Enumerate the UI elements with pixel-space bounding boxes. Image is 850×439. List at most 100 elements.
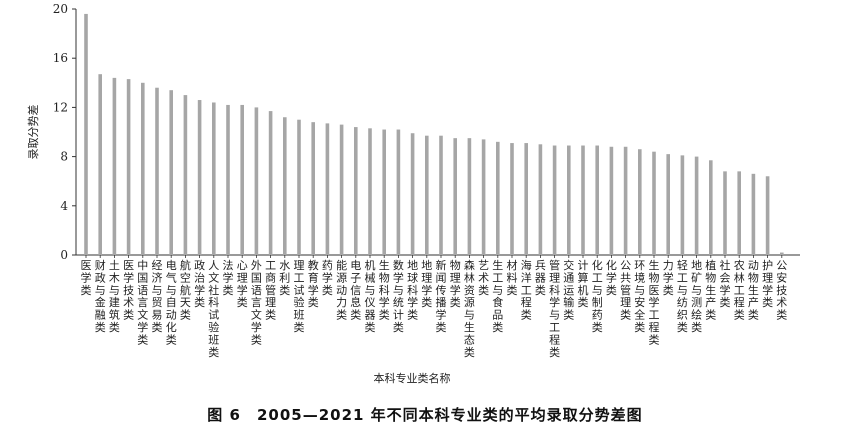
- bar: [510, 143, 514, 255]
- y-tick-label: 8: [60, 150, 68, 164]
- bar: [496, 141, 500, 255]
- y-tick-label: 12: [53, 100, 68, 114]
- bar: [538, 144, 543, 255]
- bar: [297, 119, 301, 255]
- x-tick-label: 电子信息类: [350, 259, 361, 322]
- x-tick-label: 法学类: [223, 258, 234, 297]
- x-tick-label: 地理学类: [421, 259, 432, 309]
- x-tick-label: 海洋工程类: [521, 258, 532, 322]
- bar: [439, 135, 443, 255]
- x-tick-label: 心理学类: [237, 259, 248, 309]
- figure-caption: 图 6 2005—2021 年不同本科专业类的平均录取分势差图: [207, 406, 643, 424]
- x-tick-label: 中国语言文学类: [137, 259, 148, 346]
- bar: [84, 13, 88, 256]
- bar: [609, 146, 614, 255]
- x-tick-label: 物理学类: [450, 258, 461, 309]
- y-axis-label: 录取分势差: [26, 105, 40, 160]
- bar: [581, 145, 585, 255]
- y-tick-label: 0: [60, 248, 68, 262]
- bar: [268, 111, 273, 255]
- bar: [425, 135, 429, 255]
- bar: [623, 146, 628, 255]
- y-tick-label: 16: [53, 51, 68, 65]
- bar: [155, 87, 159, 255]
- bar: [212, 102, 216, 255]
- x-tick-label: 政治学类: [194, 258, 205, 309]
- bar: [453, 138, 457, 255]
- bar: [410, 133, 415, 255]
- x-tick-label: 经济与贸易类: [152, 259, 163, 334]
- x-tick-label: 交通运输类: [563, 258, 574, 322]
- bar: [652, 151, 656, 255]
- bar: [254, 107, 259, 256]
- x-tick-label: 兵器类: [535, 259, 546, 297]
- x-tick-label: 动物生产类: [748, 259, 759, 322]
- bar: [737, 171, 741, 255]
- x-axis-label: 本科专业类名称: [374, 371, 451, 385]
- bar: [126, 79, 131, 255]
- bar: [240, 104, 244, 255]
- x-tick-label: 医学技术类: [123, 259, 134, 322]
- x-tick-label: 电气与自动化类: [166, 259, 177, 346]
- bar: [723, 171, 727, 255]
- x-tick-label: 理工试验班类: [294, 259, 305, 334]
- x-tick-label: 化学类: [606, 258, 617, 297]
- y-tick-label: 4: [60, 199, 68, 213]
- x-tick-label: 医学类: [81, 259, 92, 297]
- bar: [481, 139, 486, 255]
- x-tick-label: 药学类: [322, 259, 333, 297]
- bar: [709, 160, 713, 255]
- bar: [169, 90, 173, 256]
- bar: [98, 74, 102, 255]
- bar: [183, 95, 188, 255]
- bar: [283, 117, 287, 256]
- x-tick-label: 生物医学工程类: [649, 258, 660, 346]
- chart-axes: 0 4 8 12 16 20: [53, 2, 800, 262]
- x-tick-label: 管理科学与工程类: [549, 258, 560, 359]
- x-tick-label: 生工与食品类: [492, 258, 503, 334]
- x-tick-label: 工商管理类: [265, 259, 276, 322]
- x-tick-label: 水利类: [279, 259, 290, 297]
- x-tick-label: 能源动力类: [336, 258, 347, 322]
- x-tick-label: 社会学类: [720, 258, 731, 309]
- x-tick-label: 人文社科试验班类: [208, 259, 219, 359]
- x-tick-label: 植物生产类: [705, 258, 716, 322]
- x-tick-label: 公安技术类: [776, 259, 787, 322]
- x-tick-label: 土木与建筑类: [109, 259, 120, 334]
- x-tick-label: 新闻传播学类: [436, 258, 447, 334]
- x-tick-label: 护理学类: [762, 258, 773, 309]
- bar: [339, 124, 344, 256]
- bar: [141, 82, 145, 255]
- bar: [382, 129, 386, 255]
- bar: [325, 123, 330, 255]
- x-tick-label: 材料类: [507, 258, 518, 297]
- x-tick-label: 环境与安全类: [634, 259, 645, 334]
- x-tick-label: 公共管理类: [620, 259, 631, 322]
- bar: [226, 104, 230, 255]
- bar: [751, 173, 756, 255]
- x-tick-labels: 医学类财政与金融类土木与建筑类医学技术类中国语言文学类经济与贸易类电气与自动化类…: [81, 258, 788, 359]
- bar: [765, 176, 770, 255]
- x-tick-label: 轻工与纺织类: [677, 258, 688, 334]
- x-tick-label: 财政与金融类: [95, 258, 106, 334]
- bar: [396, 129, 401, 255]
- x-tick-label: 外国语言文学类: [251, 259, 262, 346]
- y-tick-label: 20: [53, 2, 68, 16]
- x-tick-label: 力学类: [663, 259, 674, 297]
- bar: [567, 145, 571, 255]
- x-tick-label: 教育学类: [308, 259, 319, 309]
- bar: [680, 155, 685, 255]
- bar: [112, 77, 117, 255]
- bar: [780, 252, 784, 255]
- x-tick-label: 艺术类: [478, 259, 489, 297]
- x-tick-label: 农林工程类: [734, 258, 745, 322]
- x-tick-label: 地矿与测绘类: [691, 259, 702, 334]
- bar: [197, 100, 202, 256]
- bar: [552, 145, 557, 255]
- x-tick-label: 森林资源与生态类: [464, 258, 475, 359]
- bar: [524, 143, 528, 255]
- x-tick-label: 航空航天类: [180, 258, 191, 322]
- x-tick-label: 计算机类: [578, 259, 589, 309]
- bar: [354, 127, 358, 255]
